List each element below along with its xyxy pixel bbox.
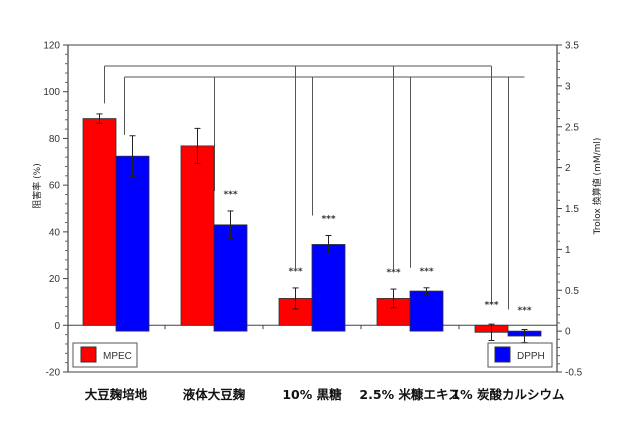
right-tick-label: 2 [565,163,571,174]
left-tick-label: 120 [43,41,60,52]
significance-marker: *** [321,214,335,224]
category-label: 2.5% 米糠エキス [359,387,460,402]
left-tick-label: 100 [43,87,60,98]
significance-marker: *** [386,268,400,278]
right-tick-label: 2.5 [565,122,579,133]
significance-marker: *** [223,190,237,200]
significance-marker: *** [288,267,302,277]
legend-label-dpph: DPPH [517,351,545,362]
bar-dpph [213,224,248,332]
right-tick-label: 3 [565,81,571,92]
bar-mpec [82,118,117,326]
left-tick-label: 0 [54,321,60,332]
bar-mpec [180,145,215,326]
legend-swatch-dpph [494,346,511,363]
significance-marker: *** [484,300,498,310]
bars: *** *** *** *** *** *** *** [82,113,542,344]
category-label: 液体大豆麹 [183,387,246,402]
category-label: 1% 炭酸カルシウム [451,387,565,402]
significance-marker: *** [419,267,433,277]
left-y-axis-title: 阻害率 (%) [31,163,43,208]
category-label: 大豆麹培地 [85,387,148,402]
left-tick-label: 40 [49,227,61,238]
legend: MPEC DPPH [72,342,553,368]
right-tick-label: -0.5 [565,368,583,379]
right-y-axis-title: Trolox 換算値 (mM/ml) [591,138,603,236]
comparison-brackets [104,65,525,310]
legend-label-mpec: MPEC [103,351,132,362]
right-tick-label: 1.5 [565,204,579,215]
bar-dpph [311,244,346,332]
right-tick-label: 0 [565,327,571,338]
left-tick-label: -20 [46,368,61,379]
bar-dpph [409,290,444,332]
right-tick-label: 1 [565,245,571,256]
bar-dpph [115,155,150,332]
left-tick-label: 80 [49,134,61,145]
left-tick-label: 60 [49,181,61,192]
right-tick-label: 0.5 [565,286,579,297]
left-tick-label: 20 [49,274,61,285]
legend-swatch-mpec [80,346,97,363]
significance-marker: *** [517,306,531,316]
left-y-axis: -20 0 20 40 60 80 100 120 [43,41,68,379]
category-label: 10% 黒糖 [282,387,342,402]
right-y-axis: -0.5 0 0.5 1 1.5 2 2.5 3 3.5 [557,41,583,379]
right-tick-label: 3.5 [565,41,579,52]
